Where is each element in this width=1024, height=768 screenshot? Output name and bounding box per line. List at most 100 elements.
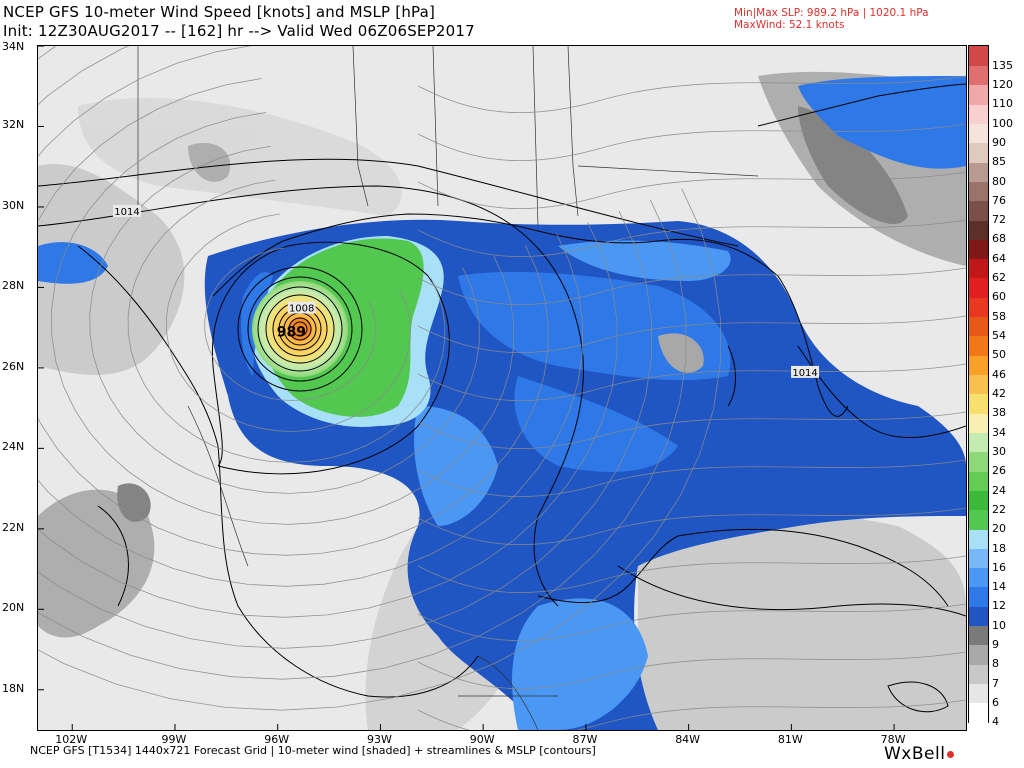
lon-label: 96W <box>264 733 290 746</box>
colorbar-cell <box>969 65 988 86</box>
lat-label: 32N <box>2 118 25 132</box>
streamline <box>38 46 584 587</box>
contour-label: 1014 <box>114 207 139 218</box>
colorbar-label: 10 <box>992 618 1006 632</box>
colorbar-label: 34 <box>992 425 1006 439</box>
colorbar-cell <box>969 528 988 549</box>
contour-label-bg <box>113 204 142 217</box>
lat-label: 20N <box>2 601 25 615</box>
colorbar-label: 16 <box>992 560 1006 574</box>
contour-label: 989 <box>277 325 306 341</box>
colorbar-label: 68 <box>992 232 1006 246</box>
colorbar-label: 90 <box>992 135 1006 149</box>
colorbar-label: 38 <box>992 406 1006 420</box>
pressure-contours <box>38 158 966 617</box>
streamline <box>417 603 966 642</box>
colorbar-cell <box>969 470 988 491</box>
streamline <box>417 219 966 258</box>
colorbar-cell <box>969 490 988 511</box>
colorbar-label: 22 <box>992 502 1006 516</box>
max-wind-stat: MaxWind: 52.1 knots <box>734 19 845 31</box>
colorbar-cell <box>969 355 988 376</box>
lon-label: 93W <box>366 733 392 746</box>
colorbar-cell <box>969 161 988 182</box>
colorbar-cell <box>969 181 988 202</box>
colorbar-cell <box>969 200 988 221</box>
colorbar-label: 42 <box>992 387 1006 400</box>
lon-label: 81W <box>777 733 803 746</box>
map-subtitle: Init: 12Z30AUG2017 -- [162] hr --> Valid… <box>3 22 475 40</box>
colorbar-cell <box>969 142 988 163</box>
colorbar-cell <box>969 316 988 337</box>
streamline <box>417 363 966 402</box>
colorbar-label: 30 <box>992 444 1006 458</box>
lat-label: 28N <box>2 279 25 293</box>
colorbar-label: 46 <box>992 367 1006 381</box>
wind-shading-land <box>38 71 966 730</box>
colorbar-cell <box>969 683 988 704</box>
colorbar-label: 20 <box>992 522 1006 536</box>
lon-label: 99W <box>161 733 187 746</box>
streamline <box>417 699 966 730</box>
colorbar-cell <box>969 606 988 627</box>
streamline <box>417 459 966 498</box>
colorbar-cell <box>969 393 988 414</box>
streamline <box>417 123 966 162</box>
colorbar-label: 76 <box>992 193 1006 207</box>
colorbar-cell <box>969 297 988 318</box>
colorbar-label: 135 <box>992 58 1013 72</box>
contour-label: 1014 <box>792 368 817 379</box>
wind-map: 1014 1008 989 1014 <box>38 46 966 730</box>
colorbar-cell <box>969 664 988 685</box>
streamline <box>204 247 377 401</box>
colorbar-cell <box>969 258 988 279</box>
colorbar-label: 26 <box>992 464 1006 478</box>
colorbar-cell <box>969 567 988 588</box>
slp-minmax-stat: Min|Max SLP: 989.2 hPa | 1020.1 hPa <box>734 7 929 19</box>
colorbar-cell <box>969 432 988 453</box>
colorbar-cell <box>969 702 988 723</box>
lat-label: 24N <box>2 440 25 454</box>
colorbar-label: 12 <box>992 599 1006 613</box>
colorbar-cell <box>969 277 988 298</box>
wind-streamlines <box>38 46 966 730</box>
colorbar-label: 110 <box>992 97 1013 111</box>
colorbar-label: 54 <box>992 329 1006 343</box>
colorbar-label: 18 <box>992 541 1006 555</box>
contour-label: 1008 <box>289 304 314 315</box>
lon-label: 84W <box>675 733 701 746</box>
brand-dot-icon <box>947 750 955 758</box>
colorbar-label: 50 <box>992 348 1006 362</box>
colorbar-cell <box>969 412 988 433</box>
colorbar-cell <box>969 451 988 472</box>
brand-text: WxBell <box>884 744 946 764</box>
colorbar-label: 8 <box>992 657 999 671</box>
streamline <box>38 188 721 711</box>
lat-label: 26N <box>2 359 25 373</box>
colorbar-label: 58 <box>992 309 1006 323</box>
colorbar-cell <box>969 644 988 665</box>
contour-labels: 1014 1008 989 1014 <box>113 204 820 379</box>
lat-label: 18N <box>2 681 25 695</box>
colorbar-cell <box>969 586 988 607</box>
colorbar-cell <box>969 625 988 646</box>
colorbar-label: 62 <box>992 271 1006 285</box>
streamline <box>38 199 687 680</box>
colorbar-cell <box>969 103 988 124</box>
lon-label: 102W <box>55 733 88 746</box>
colorbar-cell <box>969 548 988 569</box>
lat-label: 22N <box>2 520 25 534</box>
colorbar-label: 85 <box>992 155 1006 169</box>
streamline <box>417 411 966 450</box>
streamline <box>417 267 966 306</box>
lat-label: 30N <box>2 198 25 212</box>
streamline <box>89 145 480 494</box>
streamline <box>417 507 966 546</box>
colorbar-cell <box>969 509 988 530</box>
lat-label: 34N <box>2 40 25 53</box>
colorbar-cell <box>969 239 988 260</box>
streamline <box>417 75 966 114</box>
colorbar-label: 6 <box>992 696 999 710</box>
streamline <box>417 171 966 210</box>
coastlines <box>77 83 966 713</box>
